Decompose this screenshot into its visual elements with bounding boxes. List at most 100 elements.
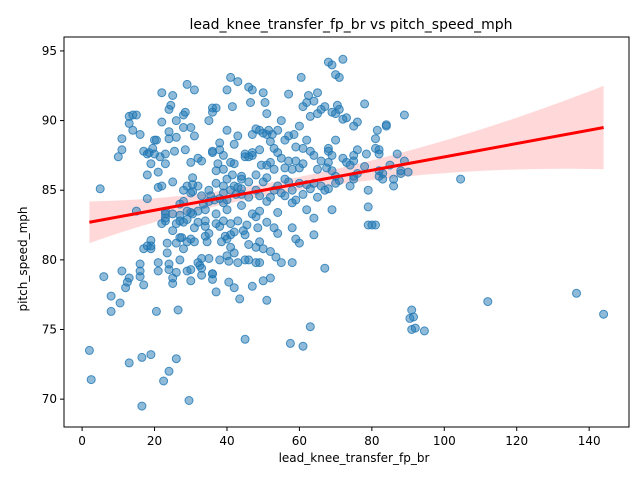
scatter-point [193, 181, 203, 191]
scatter-point [251, 170, 261, 180]
scatter-point [269, 164, 279, 174]
scatter-point [171, 267, 181, 277]
scatter-point [255, 191, 265, 201]
scatter-point [153, 258, 163, 268]
scatter-point [233, 77, 243, 87]
scatter-point [323, 157, 333, 167]
scatter-point [334, 72, 344, 82]
y-tick-label: 85 [42, 183, 57, 197]
scatter-point [218, 164, 228, 174]
scatter-point [409, 312, 418, 322]
scatter-point [327, 150, 337, 160]
scatter-point [276, 153, 286, 163]
scatter-point [371, 134, 380, 144]
scatter-point [419, 326, 429, 336]
scatter-point [200, 205, 210, 215]
scatter-point [247, 281, 257, 291]
confidence-band [89, 85, 604, 244]
scatter-point [410, 323, 420, 333]
scatter-point [146, 350, 156, 360]
scatter-point [211, 209, 221, 219]
scatter-point [164, 127, 174, 137]
scatter-point [233, 258, 243, 268]
scatter-point [396, 169, 406, 178]
scatter-point [374, 149, 384, 159]
scatter-point [211, 178, 221, 188]
y-tick-label: 95 [42, 44, 57, 58]
scatter-point [193, 206, 203, 216]
scatter-point [323, 184, 333, 194]
scatter-point [255, 258, 265, 268]
scatter-point [255, 206, 265, 216]
scatter-point [360, 162, 370, 171]
scatter-point [160, 149, 170, 159]
scatter-point [115, 298, 125, 308]
scatter-point [265, 273, 275, 283]
scatter-point [287, 258, 297, 268]
scatter-point [226, 72, 236, 82]
scatter-point [173, 305, 183, 315]
scatter-point [331, 135, 341, 145]
scatter-point [153, 167, 163, 177]
scatter-point [170, 146, 179, 156]
scatter-point [124, 118, 134, 128]
scatter-point [320, 102, 330, 112]
scatter-point [309, 230, 319, 240]
scatter-point [273, 125, 283, 135]
scatter-point [168, 279, 178, 288]
scatter-point [106, 306, 116, 316]
scatter-point [242, 220, 252, 230]
scatter-point [291, 142, 301, 152]
scatter-point [253, 223, 263, 233]
scatter-point [309, 96, 319, 106]
scatter-point [131, 110, 141, 120]
scatter-point [113, 152, 123, 162]
scatter-point [399, 110, 409, 120]
scatter-point [265, 157, 275, 167]
scatter-point [211, 287, 221, 297]
scatter-point [296, 72, 306, 82]
scatter-point [361, 149, 371, 159]
x-tick-label: 60 [292, 434, 307, 448]
scatter-point [204, 116, 214, 126]
scatter-point [302, 205, 312, 215]
scatter-point [222, 85, 232, 95]
scatter-point [262, 295, 272, 305]
scatter-point [246, 98, 255, 107]
scatter-point [313, 88, 322, 98]
scatter-point [189, 131, 199, 141]
scatter-point [352, 145, 362, 155]
scatter-point [159, 376, 169, 386]
scatter-point [229, 227, 239, 237]
scatter-point [271, 252, 281, 262]
scatter-point [273, 228, 283, 238]
scatter-point [188, 187, 198, 197]
scatter-point [294, 238, 304, 248]
scatter-point [363, 202, 373, 212]
scatter-point [168, 209, 178, 219]
scatter-point [273, 208, 283, 217]
scatter-point [189, 85, 199, 95]
scatter-point [255, 145, 265, 155]
scatter-point [204, 228, 214, 238]
scatter-point [193, 217, 203, 227]
scatter-point [483, 297, 493, 307]
scatter-point [160, 216, 170, 226]
scatter-point [157, 181, 167, 191]
x-tick-label: 80 [364, 434, 379, 448]
scatter-point [298, 189, 308, 199]
scatter-point [137, 352, 147, 362]
x-tick-label: 120 [505, 434, 528, 448]
scatter-point [151, 306, 161, 316]
y-axis: 70 75 80 85 90 95 [42, 44, 64, 406]
scatter-point [289, 130, 299, 139]
scatter-point [171, 132, 181, 142]
scatter-point [117, 134, 127, 144]
scatter-point [166, 100, 176, 110]
scatter-point [285, 338, 295, 348]
scatter-point [202, 237, 212, 247]
scatter-points-layer [84, 54, 609, 411]
scatter-point [304, 91, 313, 100]
